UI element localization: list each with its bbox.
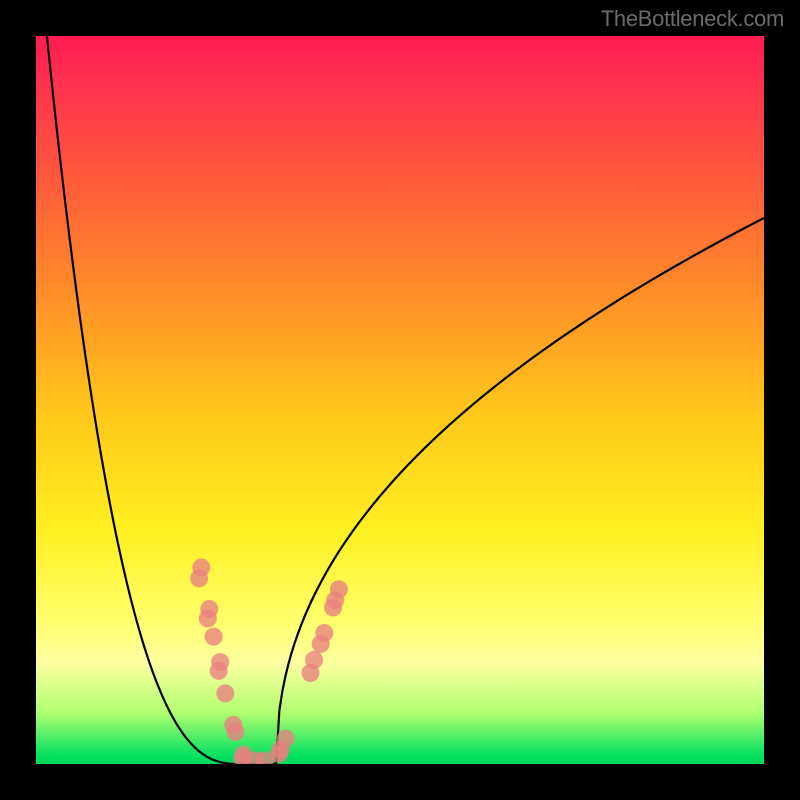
data-marker xyxy=(330,580,348,598)
data-marker xyxy=(210,662,228,680)
marker-group xyxy=(190,558,348,764)
data-marker xyxy=(305,651,323,669)
data-marker xyxy=(324,598,342,616)
data-marker xyxy=(199,609,217,627)
chart-svg xyxy=(36,36,764,764)
data-marker xyxy=(216,684,234,702)
plot-area xyxy=(36,36,764,764)
data-marker xyxy=(205,628,223,646)
data-marker xyxy=(277,730,295,748)
data-marker xyxy=(315,624,333,642)
data-marker xyxy=(224,716,242,734)
data-marker xyxy=(190,569,208,587)
watermark-text: TheBottleneck.com xyxy=(601,6,784,32)
bottleneck-curve xyxy=(47,36,764,764)
